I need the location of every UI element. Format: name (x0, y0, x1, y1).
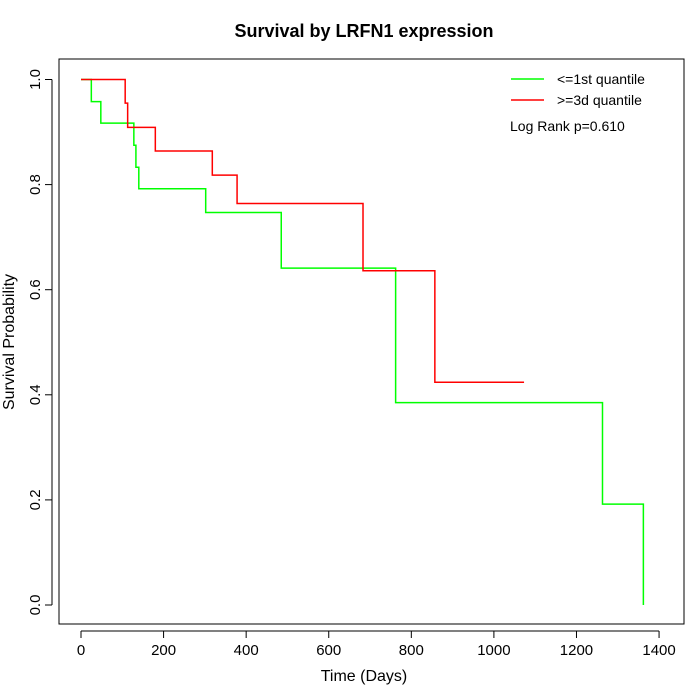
x-tick-label: 1200 (560, 642, 593, 659)
y-axis: 0.0 0.2 0.4 0.6 0.8 1.0 (27, 69, 53, 616)
y-tick-label: 0.6 (27, 279, 44, 300)
plot-frame (58, 58, 685, 625)
legend: <=1st quantile >=3d quantile (511, 71, 645, 108)
y-tick-label: 0.8 (27, 174, 44, 195)
x-axis: 0 200 400 600 800 1000 1200 1400 (77, 630, 676, 659)
x-tick-label: 200 (151, 642, 176, 659)
legend-label: >=3d quantile (557, 92, 642, 108)
chart-title: Survival by LRFN1 expression (234, 21, 493, 41)
y-tick-label: 0.0 (27, 595, 44, 616)
survival-curve-1 (81, 78, 645, 605)
log-rank-annotation: Log Rank p=0.610 (510, 118, 625, 134)
series-layer (81, 78, 645, 605)
y-axis-label: Survival Probability (1, 274, 18, 410)
x-axis-label: Time (Days) (321, 668, 408, 685)
survival-curve-2 (81, 78, 525, 383)
x-tick-label: 800 (399, 642, 424, 659)
y-tick-label: 0.4 (27, 384, 44, 405)
legend-label: <=1st quantile (557, 71, 645, 87)
x-tick-label: 600 (316, 642, 341, 659)
x-tick-label: 1400 (642, 642, 675, 659)
x-tick-label: 400 (234, 642, 259, 659)
y-tick-label: 0.2 (27, 489, 44, 510)
y-tick-label: 1.0 (27, 69, 44, 90)
x-tick-label: 1000 (477, 642, 510, 659)
x-tick-label: 0 (77, 642, 85, 659)
